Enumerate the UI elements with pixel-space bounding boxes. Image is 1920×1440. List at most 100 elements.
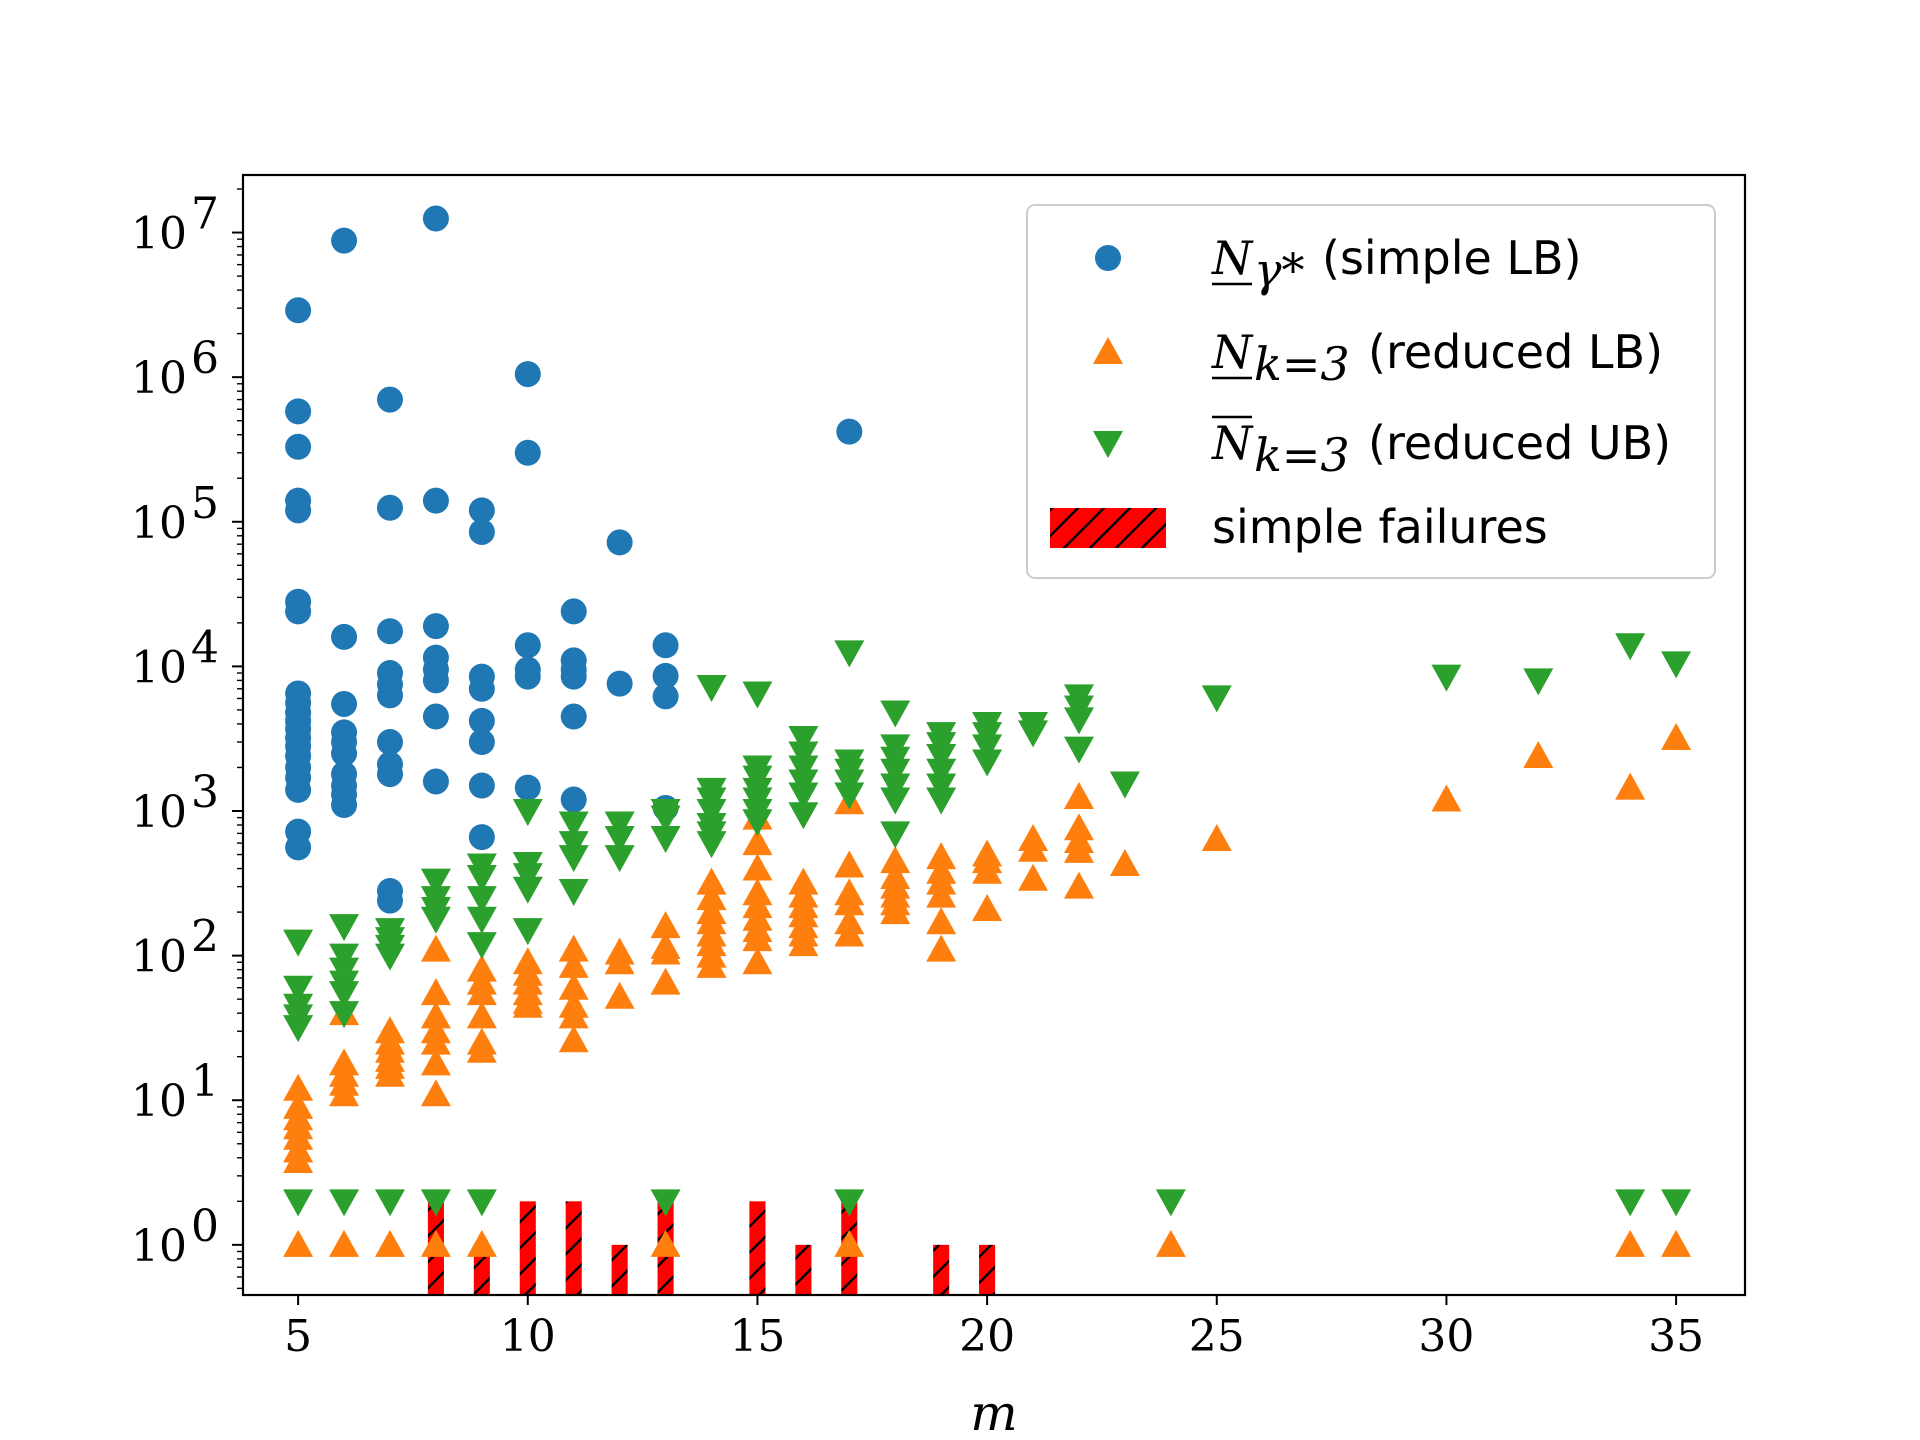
y-tick-exponent: 6 — [191, 333, 219, 384]
y-tick-label: 10 — [131, 932, 187, 983]
data-point — [331, 623, 358, 650]
data-point — [376, 682, 403, 709]
data-point — [652, 632, 679, 659]
data-point — [1431, 784, 1462, 812]
data-point — [283, 1015, 314, 1043]
data-point — [331, 227, 358, 254]
data-point — [742, 681, 773, 709]
data-point — [1018, 720, 1049, 748]
y-tick-label: 10 — [131, 498, 187, 549]
data-point — [374, 1229, 405, 1257]
data-point — [558, 950, 589, 978]
data-point — [558, 831, 589, 859]
data-point — [283, 975, 314, 1003]
data-point — [468, 772, 495, 799]
data-point — [514, 663, 541, 690]
y-tick-exponent: 4 — [191, 622, 219, 673]
data-point — [514, 361, 541, 388]
data-point — [696, 883, 727, 911]
data-point — [558, 1001, 589, 1029]
data-point — [696, 799, 727, 827]
y-tick-exponent: 0 — [191, 1201, 219, 1252]
data-point — [788, 755, 819, 783]
legend-label: simple failures — [1212, 500, 1548, 554]
legend-symbol: N — [1211, 231, 1254, 285]
y-tick-exponent: 7 — [191, 189, 219, 240]
y-tick-exponent: 5 — [191, 478, 219, 529]
data-point — [514, 439, 541, 466]
data-point — [972, 734, 1003, 762]
failure-bar — [473, 1244, 490, 1295]
legend-label: (simple LB) — [1322, 231, 1582, 285]
data-point — [1661, 651, 1692, 679]
data-point — [468, 518, 495, 545]
data-point — [742, 809, 773, 837]
data-point — [834, 1229, 865, 1257]
data-point — [1109, 771, 1140, 799]
data-point — [926, 744, 957, 772]
data-point — [283, 1073, 314, 1101]
data-point — [696, 831, 727, 859]
data-point — [285, 776, 312, 803]
data-point — [972, 894, 1003, 922]
data-point — [1201, 824, 1232, 852]
data-point — [1063, 707, 1094, 735]
y-tick-label: 10 — [131, 209, 187, 260]
data-point — [558, 811, 589, 839]
data-point — [558, 845, 589, 873]
data-point — [466, 886, 497, 914]
data-point — [1063, 835, 1094, 863]
x-tick-label: 20 — [959, 1311, 1015, 1362]
data-point — [283, 1229, 314, 1257]
y-tick-label: 10 — [131, 787, 187, 838]
data-point — [1615, 1229, 1646, 1257]
data-point — [1201, 685, 1232, 713]
data-point — [696, 867, 727, 895]
data-point — [331, 792, 358, 819]
data-point — [420, 1001, 451, 1029]
data-points — [283, 205, 1692, 1257]
data-point — [834, 1189, 865, 1217]
data-point — [468, 497, 495, 524]
data-point — [374, 1189, 405, 1217]
data-point — [376, 494, 403, 521]
x-axis-label: m — [970, 1384, 1017, 1440]
data-point — [650, 911, 681, 939]
data-point — [604, 947, 635, 975]
failure-bar — [749, 1201, 766, 1295]
data-point — [420, 1027, 451, 1055]
failure-bar — [933, 1244, 950, 1295]
data-point — [1661, 1229, 1692, 1257]
data-point — [558, 1025, 589, 1053]
data-point — [880, 787, 911, 815]
x-tick-label: 15 — [729, 1311, 785, 1362]
data-point — [468, 675, 495, 702]
data-point — [285, 834, 312, 861]
data-point — [420, 1048, 451, 1076]
data-point — [466, 1189, 497, 1217]
legend-label: (reduced LB) — [1368, 325, 1663, 379]
data-point — [329, 1229, 360, 1257]
data-point — [834, 888, 865, 916]
data-point — [285, 297, 312, 324]
data-point — [466, 1035, 497, 1063]
data-point — [560, 786, 587, 813]
y-tick-label: 10 — [131, 1076, 187, 1127]
data-point — [1615, 772, 1646, 800]
data-point — [285, 497, 312, 524]
data-point — [376, 618, 403, 645]
data-point — [420, 934, 451, 962]
data-point — [880, 846, 911, 874]
x-tick-label: 5 — [284, 1311, 312, 1362]
data-point — [329, 981, 360, 1009]
data-point — [696, 675, 727, 703]
x-tick-label: 30 — [1418, 1311, 1474, 1362]
y-tick-exponent: 1 — [191, 1056, 219, 1107]
legend-box — [1026, 204, 1716, 579]
legend-marker-circle — [1095, 245, 1121, 271]
x-tick-label: 25 — [1189, 1311, 1245, 1362]
data-point — [514, 774, 541, 801]
data-point — [788, 802, 819, 830]
data-point — [512, 799, 543, 827]
